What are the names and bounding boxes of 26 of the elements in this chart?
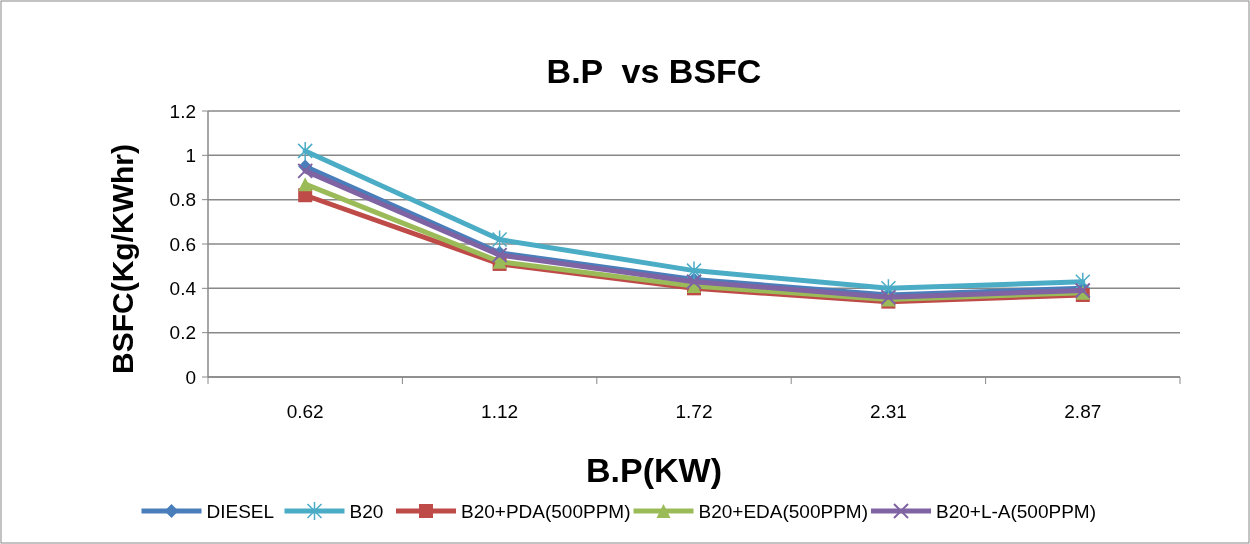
chart-title: B.P vs BSFC xyxy=(546,52,762,90)
x-axis-title: B.P(KW) xyxy=(586,451,722,489)
y-tick-label: 1.2 xyxy=(169,100,196,122)
y-tick-label: 1 xyxy=(185,144,196,166)
point xyxy=(491,229,508,250)
legend-label: B20+L-A(500PPM) xyxy=(936,500,1096,522)
point xyxy=(297,162,314,179)
legend-label: B20+PDA(500PPM) xyxy=(461,500,631,522)
point xyxy=(297,141,313,161)
y-axis-title: BSFC(Kg/KWhr) xyxy=(106,144,139,374)
point xyxy=(298,177,313,192)
x-tick-label: 2.87 xyxy=(1064,401,1102,422)
y-tick-label: 0 xyxy=(185,366,196,388)
x-tick-label: 1.72 xyxy=(675,401,713,422)
point xyxy=(491,247,508,264)
x-tick-label: 0.62 xyxy=(286,401,324,422)
legend-label: B20 xyxy=(349,500,384,522)
y-tick-label: 0.2 xyxy=(169,322,196,344)
point xyxy=(686,260,702,281)
x-tick-label: 1.12 xyxy=(481,401,519,422)
y-tick-label: 0.6 xyxy=(169,233,196,255)
legend-label: DIESEL xyxy=(206,500,275,522)
x-tick-label: 2.31 xyxy=(869,401,907,422)
y-tick-label: 0.4 xyxy=(169,277,197,299)
y-tick-label: 0.8 xyxy=(169,189,196,211)
legend-label: B20+EDA(500PPM) xyxy=(698,500,868,522)
